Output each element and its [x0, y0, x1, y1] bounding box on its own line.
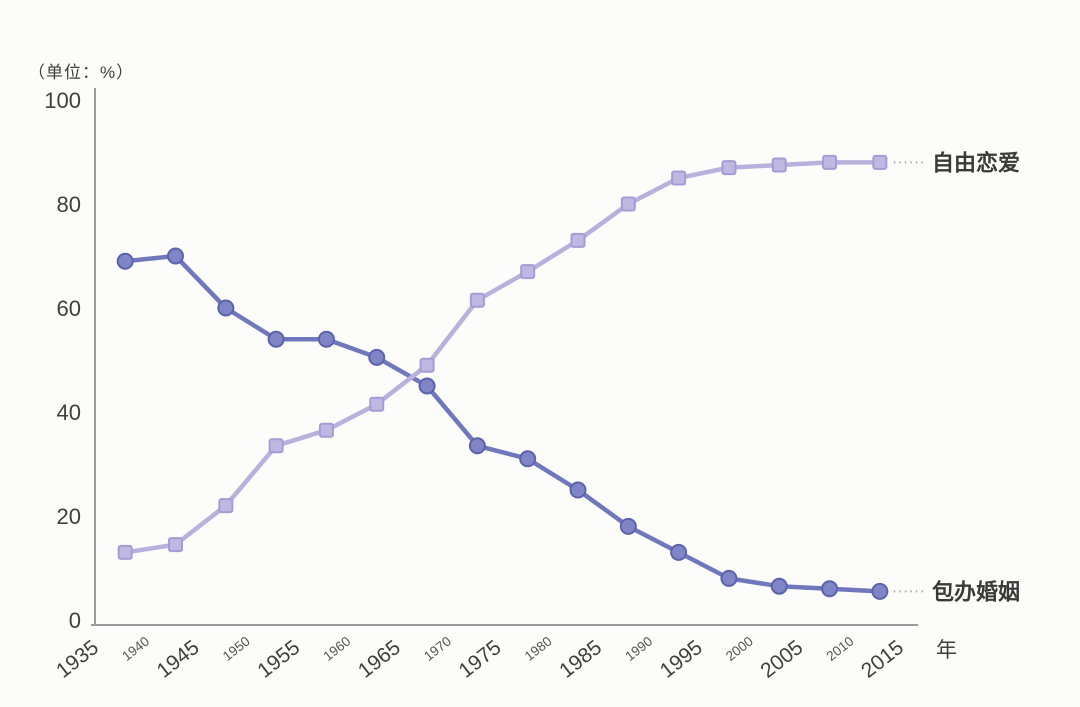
- data-point-自由恋爱: [771, 157, 787, 173]
- data-point-包办婚姻: [217, 299, 235, 317]
- data-point-自由恋爱: [168, 537, 183, 553]
- x-tick-label: 2015: [857, 636, 908, 683]
- data-point-包办婚姻: [770, 577, 788, 595]
- series-line-包办婚姻: [122, 253, 883, 594]
- data-point-自由恋爱: [721, 160, 737, 176]
- data-point-自由恋爱: [218, 498, 234, 514]
- data-point-包办婚姻: [821, 580, 839, 598]
- data-point-包办婚姻: [619, 517, 637, 535]
- y-tick-label: 20: [57, 504, 81, 529]
- data-point-包办婚姻: [167, 247, 184, 265]
- data-point-自由恋爱: [671, 170, 687, 186]
- data-point-包办婚姻: [418, 377, 436, 395]
- y-tick-label: 100: [44, 88, 81, 113]
- data-point-包办婚姻: [670, 543, 688, 561]
- data-point-包办婚姻: [317, 330, 335, 348]
- x-axis-unit-label: 年: [936, 639, 957, 662]
- data-point-包办婚姻: [368, 348, 386, 366]
- x-tick-label: 1990: [622, 634, 655, 664]
- data-point-自由恋爱: [318, 422, 334, 438]
- x-tick-label: 1995: [656, 636, 707, 683]
- series-label-自由恋爱: 自由恋爱: [932, 150, 1020, 175]
- data-point-自由恋爱: [570, 232, 586, 248]
- data-point-包办婚姻: [267, 330, 285, 348]
- x-tick-label: 1980: [522, 634, 555, 664]
- x-tick-label: 1960: [320, 634, 353, 664]
- y-tick-label: 60: [57, 296, 81, 321]
- x-tick-label: 2005: [756, 636, 807, 683]
- data-point-包办婚姻: [468, 437, 486, 455]
- series-line-自由恋爱: [122, 160, 883, 555]
- x-tick-label: 1945: [153, 636, 204, 683]
- x-tick-label: 1940: [119, 634, 152, 664]
- data-point-自由恋爱: [419, 357, 435, 373]
- data-point-自由恋爱: [872, 154, 888, 170]
- x-tick-label: 1950: [220, 634, 253, 664]
- data-point-自由恋爱: [520, 264, 536, 280]
- data-point-包办婚姻: [116, 252, 134, 270]
- data-point-包办婚姻: [720, 569, 738, 587]
- x-tick-label: 2000: [723, 634, 756, 664]
- data-point-包办婚姻: [569, 481, 587, 499]
- x-tick-label: 1955: [253, 636, 304, 683]
- data-point-包办婚姻: [871, 582, 889, 600]
- data-point-自由恋爱: [469, 292, 485, 308]
- data-point-自由恋爱: [268, 438, 284, 454]
- data-point-自由恋爱: [822, 154, 838, 170]
- x-tick-label: 2010: [824, 634, 857, 664]
- data-point-自由恋爱: [620, 196, 636, 212]
- x-tick-label: 1965: [354, 636, 405, 683]
- series-label-包办婚姻: 包办婚姻: [932, 579, 1020, 604]
- x-tick-label: 1935: [52, 636, 103, 683]
- data-point-自由恋爱: [369, 396, 385, 412]
- unit-label: （单位：%）: [28, 63, 135, 82]
- y-tick-label: 80: [57, 192, 81, 217]
- data-point-自由恋爱: [117, 544, 133, 560]
- y-tick-label: 0: [69, 608, 81, 633]
- x-tick-label: 1975: [455, 636, 506, 683]
- x-tick-label: 1970: [421, 634, 454, 664]
- y-tick-label: 40: [57, 400, 81, 425]
- data-point-包办婚姻: [519, 450, 537, 468]
- x-tick-label: 1985: [555, 636, 606, 683]
